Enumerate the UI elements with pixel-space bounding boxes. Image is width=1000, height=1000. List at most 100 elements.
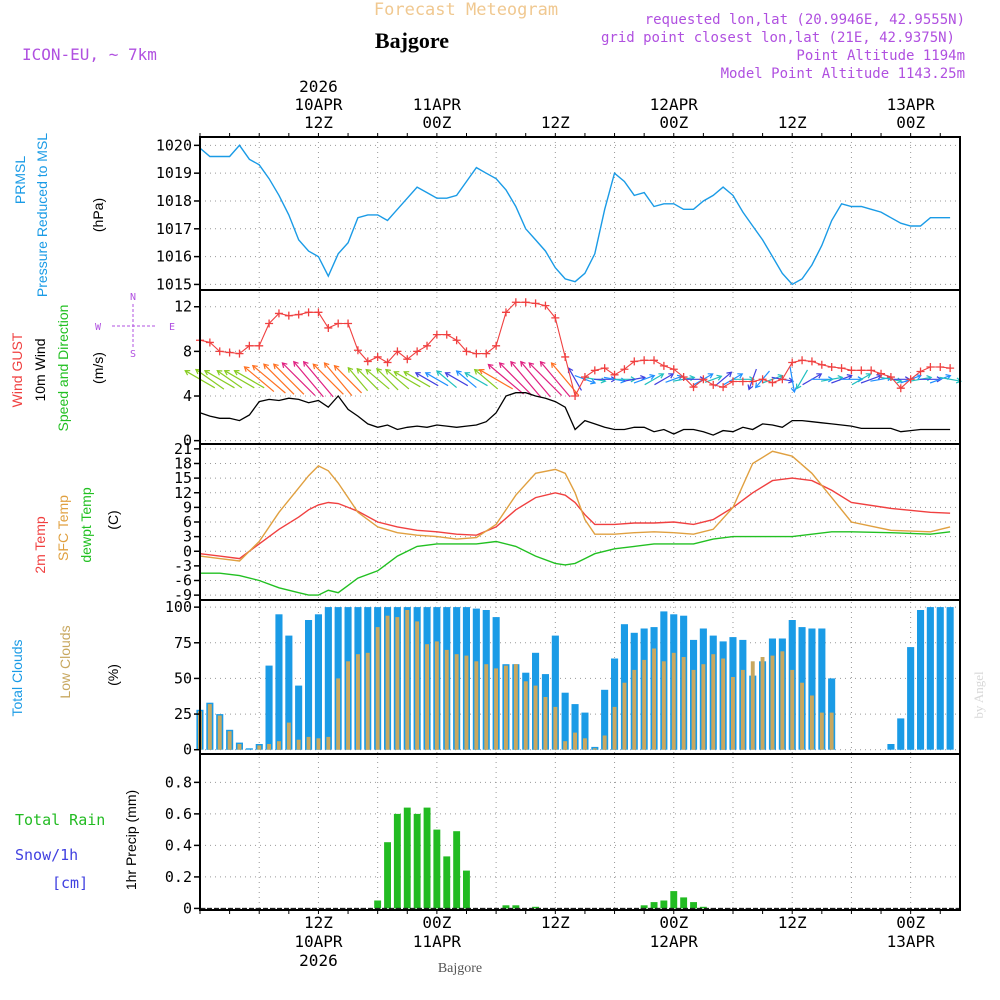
wind-gust-marker	[886, 373, 895, 382]
low-cloud-bar	[829, 712, 834, 750]
wind-gust-marker	[590, 366, 599, 375]
low-cloud-bar	[760, 657, 765, 750]
wind-gust-marker	[817, 360, 826, 369]
wind-arrow-shaft	[303, 361, 334, 398]
low-cloud-bar	[375, 627, 380, 750]
y-tick-label: 21	[174, 440, 192, 458]
wind-arrow-shaft	[403, 371, 431, 388]
wind-arrow-shaft	[263, 363, 295, 395]
wind-arrow-shaft	[281, 362, 316, 396]
frames-layer	[199, 136, 961, 911]
wind-arrow-head	[510, 360, 516, 367]
x-label-top: 12Z	[304, 113, 333, 132]
wind-arrow-shaft	[665, 375, 683, 383]
total-cloud-bar	[561, 692, 569, 750]
wind-arrow-shaft	[252, 365, 286, 394]
wind-arrow-head	[424, 372, 431, 378]
y-tick-label: 0	[183, 432, 192, 450]
wind-gust-marker	[926, 363, 935, 371]
compass-s: S	[130, 349, 136, 360]
wind-arrow-shaft	[244, 366, 275, 393]
wind-gust-marker	[304, 308, 313, 317]
total-cloud-bar	[926, 607, 934, 750]
low-cloud-bar	[780, 651, 785, 750]
low-cloud-bar	[405, 610, 410, 750]
watermark: by Angel	[971, 671, 986, 719]
y-tick-label: 15	[174, 469, 192, 487]
low-cloud-bar	[474, 661, 479, 750]
wind-arrow-shaft	[851, 373, 871, 386]
wind-arrow-shaft	[860, 375, 882, 384]
wind-arrow-shaft	[654, 373, 674, 386]
wind-gust-marker	[442, 330, 451, 339]
low-cloud-bar	[790, 669, 795, 750]
low-cloud-label: Low Clouds	[57, 625, 73, 698]
total-cloud-bar	[917, 610, 925, 750]
wind-gust-marker	[501, 308, 510, 317]
wind-arrow-shaft	[234, 370, 265, 389]
wind-arrow-head	[385, 368, 391, 375]
total-cloud-bar	[601, 689, 609, 750]
wind-gust-marker	[778, 375, 787, 384]
wind-gust-marker	[531, 299, 540, 308]
wind-gust-marker	[541, 301, 550, 310]
wind-arrow-head	[347, 366, 354, 373]
temp-2m-label: 2m Temp	[32, 516, 48, 574]
wind-arrow-head	[528, 362, 535, 369]
wind-arrow-head	[233, 370, 240, 376]
wind-gust-marker	[245, 341, 254, 350]
wind-arrow-shaft	[820, 376, 843, 382]
wind-arrow-shaft	[499, 362, 533, 396]
low-cloud-bar	[237, 744, 242, 750]
x-label-bottom: 12Z	[778, 913, 807, 932]
wind-arrow-head	[312, 363, 319, 370]
x-label-bottom: 10APR	[294, 932, 343, 951]
wind-gust-marker	[877, 369, 886, 378]
wind-arrow-shaft	[464, 372, 488, 387]
wind-gust-marker	[719, 383, 728, 392]
wind-gust-marker	[314, 308, 323, 317]
location-title: Bajgore	[375, 28, 449, 53]
wind-gust-label: Wind GUST	[9, 332, 25, 407]
wind-arrow-shaft	[633, 375, 655, 384]
low-cloud-bar	[819, 712, 824, 750]
y-tick-label: -3	[174, 557, 192, 575]
pressure-unit: (hPa)	[90, 198, 106, 232]
wind-arrow-head	[376, 367, 382, 374]
compass-e: E	[169, 322, 175, 333]
low-cloud-bar	[306, 736, 311, 750]
wind-arrow-head	[272, 363, 279, 370]
total-cloud-bar	[551, 635, 559, 750]
wind-gust-marker	[837, 364, 846, 373]
wind-arrow-head	[251, 364, 258, 371]
low-cloud-bar	[750, 661, 755, 750]
low-cloud-bar	[385, 615, 390, 750]
low-cloud-bar	[721, 658, 726, 750]
y-tick-label: 0.4	[165, 836, 192, 854]
wind10-label: 10m Wind	[32, 338, 48, 401]
total-cloud-bar	[305, 620, 313, 750]
total-cloud-bar	[897, 718, 905, 750]
low-cloud-bar	[425, 644, 429, 750]
wind-arrow-head	[203, 370, 210, 376]
wind-gust-marker	[936, 363, 945, 371]
wind-arrow-head	[790, 387, 797, 394]
wind10-line	[199, 392, 951, 436]
total-cloud-bar	[907, 647, 915, 750]
wind-gust-marker	[511, 298, 520, 307]
total-cloud-bar	[818, 628, 826, 750]
wind-arrow-shaft	[445, 372, 469, 387]
wind-gust-marker	[452, 336, 461, 345]
wind-arrow-shaft	[394, 371, 421, 388]
data-layer	[184, 144, 962, 909]
wind-arrow-shaft	[796, 369, 809, 389]
rain-bar	[393, 813, 401, 909]
wind-gust-marker	[284, 311, 293, 320]
model-altitude: Model Point Altitude 1143.25m	[721, 66, 965, 82]
wind-gust-marker	[699, 375, 708, 384]
temp-dew-label: dewpt Temp	[78, 487, 94, 562]
low-cloud-bar	[592, 748, 597, 750]
y-tick-label: 1019	[156, 164, 192, 182]
rain-bar	[403, 807, 411, 909]
